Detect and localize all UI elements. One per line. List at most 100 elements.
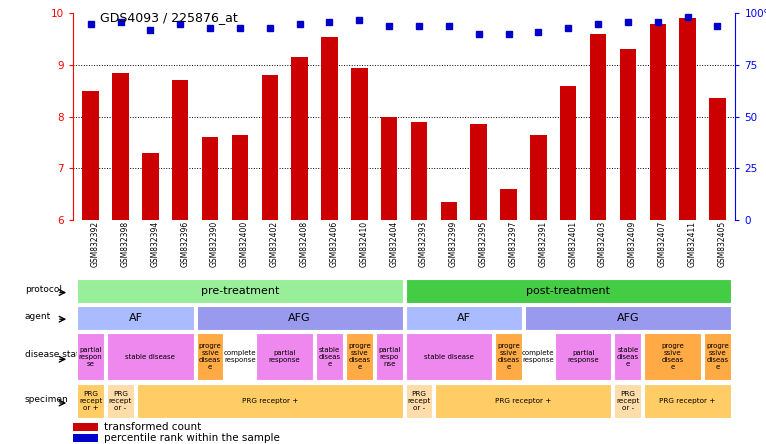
Text: GDS4093 / 225876_at: GDS4093 / 225876_at bbox=[100, 11, 237, 24]
Text: GSM832392: GSM832392 bbox=[90, 221, 100, 267]
Text: GSM832394: GSM832394 bbox=[150, 221, 159, 267]
Bar bbox=[555, 333, 611, 381]
Text: GSM832409: GSM832409 bbox=[628, 221, 637, 267]
Bar bbox=[614, 333, 641, 381]
Text: stable
diseas
e: stable diseas e bbox=[319, 347, 341, 367]
Bar bbox=[405, 279, 731, 303]
Text: pre-treatment: pre-treatment bbox=[201, 286, 279, 296]
Bar bbox=[107, 384, 134, 419]
Text: complete
response: complete response bbox=[522, 350, 555, 363]
Text: GSM832405: GSM832405 bbox=[718, 221, 726, 267]
Bar bbox=[411, 122, 427, 220]
Bar bbox=[679, 19, 696, 220]
Bar bbox=[351, 67, 368, 220]
Text: GSM832396: GSM832396 bbox=[180, 221, 189, 267]
Bar bbox=[530, 135, 547, 220]
Bar bbox=[316, 333, 343, 381]
Bar bbox=[644, 333, 701, 381]
Bar bbox=[321, 36, 338, 220]
Text: PRG receptor +: PRG receptor + bbox=[496, 398, 552, 404]
Bar bbox=[704, 333, 731, 381]
Bar bbox=[107, 333, 194, 381]
Bar bbox=[77, 384, 104, 419]
Text: PRG receptor +: PRG receptor + bbox=[660, 398, 715, 404]
Bar bbox=[137, 384, 403, 419]
Bar bbox=[291, 57, 308, 220]
Bar bbox=[470, 124, 487, 220]
Text: agent: agent bbox=[25, 312, 51, 321]
Text: progre
ssive
diseas
e: progre ssive diseas e bbox=[497, 343, 520, 370]
Text: GSM832406: GSM832406 bbox=[329, 221, 339, 267]
Text: AFG: AFG bbox=[288, 313, 311, 323]
Text: stable
diseas
e: stable diseas e bbox=[617, 347, 639, 367]
Bar bbox=[231, 135, 248, 220]
Bar bbox=[405, 384, 433, 419]
Text: partial
respo
nse: partial respo nse bbox=[378, 347, 401, 367]
Text: progre
ssive
diseas
e: progre ssive diseas e bbox=[198, 343, 221, 370]
Text: GSM832393: GSM832393 bbox=[419, 221, 428, 267]
Text: GSM832408: GSM832408 bbox=[300, 221, 309, 267]
Text: complete
response: complete response bbox=[224, 350, 256, 363]
Bar bbox=[590, 34, 606, 220]
Text: GSM832399: GSM832399 bbox=[449, 221, 458, 267]
Text: PRG receptor +: PRG receptor + bbox=[241, 398, 298, 404]
Bar bbox=[197, 333, 224, 381]
Text: PRG
recept
or -: PRG recept or - bbox=[616, 391, 640, 411]
Text: stable disease: stable disease bbox=[126, 354, 175, 360]
Text: AF: AF bbox=[129, 313, 142, 323]
Bar bbox=[500, 189, 517, 220]
Text: partial
response: partial response bbox=[568, 350, 599, 363]
Bar bbox=[381, 117, 398, 220]
Bar bbox=[83, 91, 99, 220]
Text: disease state: disease state bbox=[25, 350, 85, 359]
Bar bbox=[77, 279, 403, 303]
Bar bbox=[560, 86, 577, 220]
Bar bbox=[525, 306, 731, 330]
Bar bbox=[525, 333, 552, 381]
Text: GSM832411: GSM832411 bbox=[688, 221, 696, 267]
Text: GSM832402: GSM832402 bbox=[270, 221, 279, 267]
Text: GSM832410: GSM832410 bbox=[359, 221, 368, 267]
Text: progre
ssive
diseas
e: progre ssive diseas e bbox=[348, 343, 371, 370]
Text: GSM832403: GSM832403 bbox=[598, 221, 607, 267]
Text: GSM832401: GSM832401 bbox=[568, 221, 578, 267]
Text: GSM832397: GSM832397 bbox=[509, 221, 518, 267]
Text: GSM832407: GSM832407 bbox=[658, 221, 666, 267]
Text: GSM832391: GSM832391 bbox=[538, 221, 548, 267]
Bar bbox=[346, 333, 373, 381]
Bar bbox=[73, 423, 98, 431]
Bar bbox=[709, 99, 725, 220]
Text: PRG
recept
or +: PRG recept or + bbox=[79, 391, 103, 411]
Bar bbox=[77, 306, 194, 330]
Bar bbox=[113, 73, 129, 220]
Bar bbox=[142, 153, 159, 220]
Bar bbox=[435, 384, 611, 419]
Text: progre
ssive
diseas
e: progre ssive diseas e bbox=[661, 343, 684, 370]
Bar bbox=[77, 333, 104, 381]
Text: partial
respon
se: partial respon se bbox=[79, 347, 103, 367]
Text: protocol: protocol bbox=[25, 285, 62, 294]
Text: GSM832400: GSM832400 bbox=[240, 221, 249, 267]
Bar bbox=[495, 333, 522, 381]
Text: GSM832390: GSM832390 bbox=[210, 221, 219, 267]
Bar bbox=[620, 49, 636, 220]
Text: progre
ssive
diseas
e: progre ssive diseas e bbox=[706, 343, 728, 370]
Text: PRG
recept
or -: PRG recept or - bbox=[408, 391, 430, 411]
Text: GSM832398: GSM832398 bbox=[120, 221, 129, 267]
Text: PRG
recept
or -: PRG recept or - bbox=[109, 391, 133, 411]
Bar bbox=[440, 202, 457, 220]
Text: specimen: specimen bbox=[25, 395, 69, 404]
Text: post-treatment: post-treatment bbox=[526, 286, 611, 296]
Bar bbox=[405, 306, 522, 330]
Text: percentile rank within the sample: percentile rank within the sample bbox=[104, 433, 280, 443]
Bar bbox=[261, 75, 278, 220]
Text: partial
response: partial response bbox=[269, 350, 300, 363]
Text: stable disease: stable disease bbox=[424, 354, 474, 360]
Text: AFG: AFG bbox=[617, 313, 639, 323]
Bar bbox=[172, 80, 188, 220]
Bar bbox=[614, 384, 641, 419]
Text: GSM832404: GSM832404 bbox=[389, 221, 398, 267]
Bar bbox=[405, 333, 492, 381]
Bar bbox=[375, 333, 403, 381]
Bar bbox=[73, 434, 98, 442]
